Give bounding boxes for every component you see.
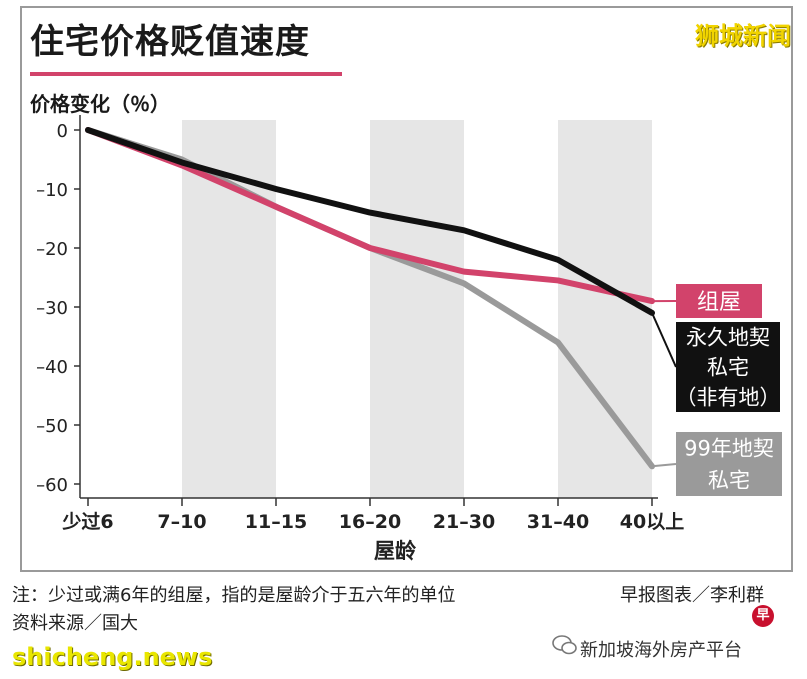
chart-title: 住宅价格贬值速度 [30,22,310,62]
data-point [367,210,373,216]
legend-box-2 [676,432,782,496]
data-point [367,245,373,251]
zaobao-badge-icon: 早 [752,605,774,627]
watermark-logo: 狮城新闻 [695,22,791,50]
x-axis-label: 屋龄 [374,539,417,563]
y-tick-label: –20 [36,239,68,260]
y-tick-label: –30 [36,298,68,319]
data-point [555,277,561,283]
shaded-band-1 [370,120,464,498]
y-axis-label: 价格变化（％） [30,92,170,116]
y-tick-label: –40 [36,357,68,378]
chart-credit: 早报图表／李利群 [620,585,764,606]
wechat-icon [552,635,577,655]
legend-label: （非有地） [676,386,781,410]
title-underline [30,72,342,76]
y-tick-label: 0 [57,121,68,142]
data-point [273,186,279,192]
legend-box-1 [676,322,780,412]
data-point [555,257,561,263]
data-point [273,204,279,210]
label-connector [651,463,677,468]
y-tick-label: –10 [36,180,68,201]
legend-label: 私宅 [707,356,749,380]
footer-source: 资料来源／国大 [12,613,138,634]
x-tick-label: 16–20 [339,511,401,533]
x-tick-label: 40以上 [620,511,684,533]
legend-label: 私宅 [708,469,750,493]
data-point [461,227,467,233]
data-point [555,339,561,345]
footer-note: 注：少过或满6年的组屋，指的是屋龄介于五六年的单位 [12,585,456,606]
legend-label: 99年地契 [684,437,774,461]
data-point [461,280,467,286]
x-tick-label: 7–10 [157,511,206,533]
shaded-band-2 [558,120,652,498]
legend-label: 组屋 [697,290,741,315]
legend-label: 永久地契 [686,326,770,350]
label-connector [651,312,677,368]
legend-box-0 [676,284,762,318]
y-tick-label: –60 [36,475,68,496]
y-tick-label: –50 [36,416,68,437]
data-point [85,127,91,133]
x-tick-label: 21–30 [433,511,495,533]
x-tick-label: 11–15 [245,511,307,533]
site-watermark: shicheng.news [12,643,213,671]
x-tick-label: 31–40 [527,511,589,533]
data-point [179,159,185,165]
data-point [461,269,467,275]
x-tick-label: 少过6 [61,511,113,533]
platform-name: 新加坡海外房产平台 [580,640,742,661]
